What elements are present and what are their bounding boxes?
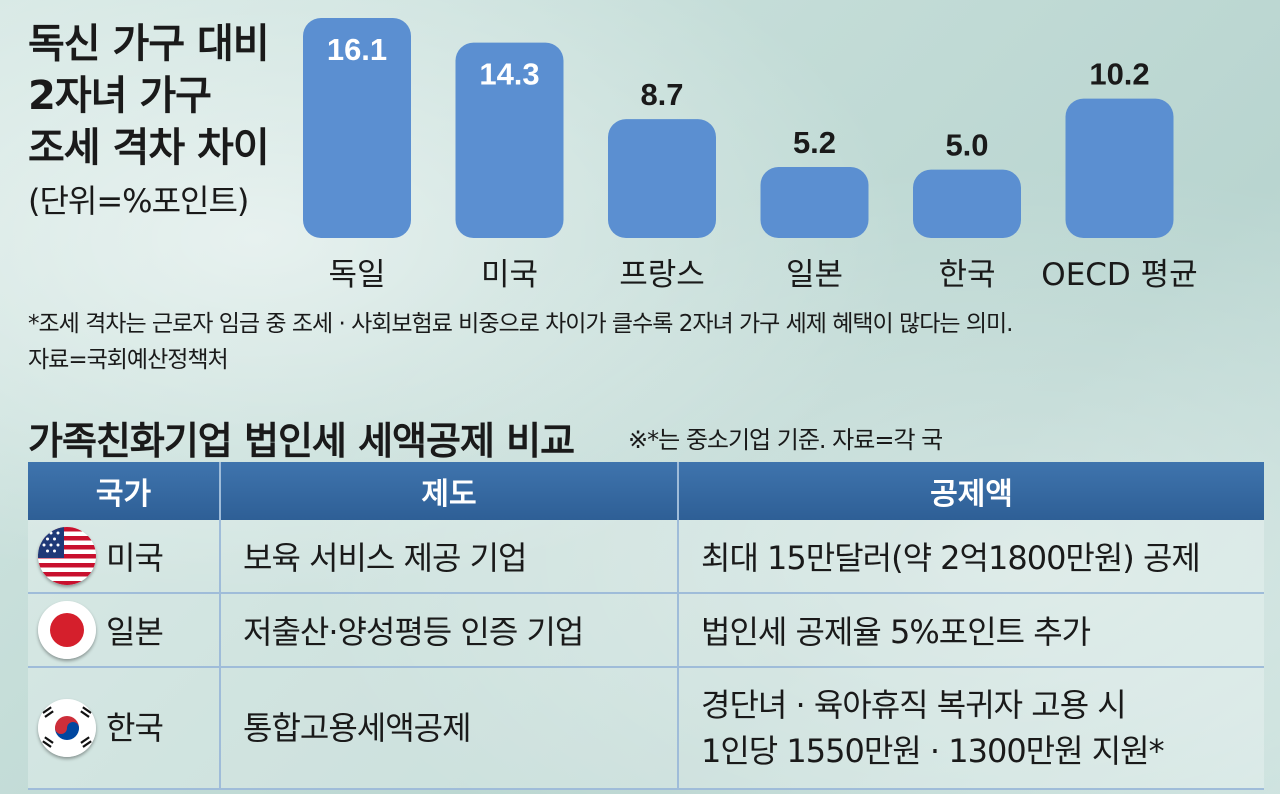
comparison-table: 국가 제도 공제액 (28, 462, 1264, 790)
system-cell: 보육 서비스 제공 기업 (219, 520, 678, 594)
country-cell: 일본 (28, 593, 220, 668)
bar-value-label: 10.2 (1089, 57, 1149, 92)
country-cell: 한국 (28, 667, 220, 790)
table-row: 미국 보육 서비스 제공 기업 최대 15만달러(약 2억1800만원) 공제 (28, 520, 1264, 594)
system-text: 저출산·양성평등 인증 기업 (243, 613, 584, 651)
amount-cell: 최대 15만달러(약 2억1800만원) 공제 (677, 520, 1264, 594)
category-label: 일본 (786, 257, 843, 293)
system-text: 보육 서비스 제공 기업 (243, 539, 527, 577)
bar (1065, 98, 1174, 238)
bar-value-label: 5.0 (945, 128, 988, 163)
amount-text: 법인세 공제율 5%포인트 추가 (701, 613, 1091, 651)
chart-unit-label: (단위=%포인트) (28, 182, 249, 220)
country-name: 한국 (106, 709, 164, 747)
chart-source: 자료=국회예산정책처 (28, 347, 229, 373)
amount-cell: 경단녀 · 육아휴직 복귀자 고용 시 1인당 1550만원 · 1300만원 … (677, 667, 1264, 790)
bar-value-label: 5.2 (793, 125, 836, 160)
category-label: 독일 (328, 257, 385, 293)
country-name: 미국 (106, 539, 164, 577)
bar (455, 42, 564, 239)
bar-value-label: 8.7 (640, 77, 683, 112)
system-text: 통합고용세액공제 (243, 709, 472, 747)
chart-footnote: *조세 격차는 근로자 임금 중 조세 · 사회보험료 비중으로 차이가 클수록… (28, 311, 1013, 337)
amount-text-line: 경단녀 · 육아휴직 복귀자 고용 시 (701, 686, 1127, 724)
chart-title-line: 조세 격차 차이 (28, 125, 270, 171)
bar (913, 169, 1021, 238)
category-label: 미국 (481, 257, 538, 293)
bar-value-label: 16.1 (327, 32, 387, 67)
country-name: 일본 (106, 613, 164, 651)
amount-cell: 법인세 공제율 5%포인트 추가 (677, 593, 1264, 668)
table-header-row: 국가 제도 공제액 (28, 462, 1264, 520)
bar (303, 18, 411, 238)
bar-chart: 16.1 독일 14.3 미국 8.7 프랑스 5.2 일본 5.0 한국 10.2 OECD 평균 (303, 18, 1198, 293)
header-system: 제도 (219, 462, 678, 520)
chart-title-line: 독신 가구 대비 (28, 21, 270, 67)
amount-text: 최대 15만달러(약 2억1800만원) 공제 (701, 539, 1201, 577)
chart-title-line: 2자녀 가구 (28, 73, 212, 119)
bar-value-label: 14.3 (479, 57, 539, 92)
us-flag-icon (38, 527, 96, 585)
category-label: 프랑스 (619, 257, 705, 293)
table-note: ※*는 중소기업 기준. 자료=각 국 (628, 426, 943, 454)
category-label: 한국 (938, 257, 995, 293)
table-row: 한국 통합고용세액공제 경단녀 · 육아휴직 복귀자 고용 시 1인당 1550… (28, 667, 1264, 790)
bar (608, 119, 716, 238)
table-title: 가족친화기업 법인세 세액공제 비교 (28, 419, 575, 463)
header-amount: 공제액 (677, 462, 1264, 520)
system-cell: 저출산·양성평등 인증 기업 (219, 593, 678, 668)
header-country: 국가 (28, 462, 220, 520)
category-label: OECD 평균 (1041, 257, 1197, 293)
bar (760, 166, 869, 238)
table-row: 일본 저출산·양성평등 인증 기업 법인세 공제율 5%포인트 추가 (28, 593, 1264, 668)
japan-flag-icon (38, 601, 96, 659)
chart-title: 독신 가구 대비 2자녀 가구 조세 격차 차이 (28, 18, 298, 174)
korea-flag-icon (38, 699, 96, 757)
system-cell: 통합고용세액공제 (219, 667, 678, 790)
amount-text-line: 1인당 1550만원 · 1300만원 지원* (701, 732, 1165, 770)
country-cell: 미국 (28, 520, 220, 594)
